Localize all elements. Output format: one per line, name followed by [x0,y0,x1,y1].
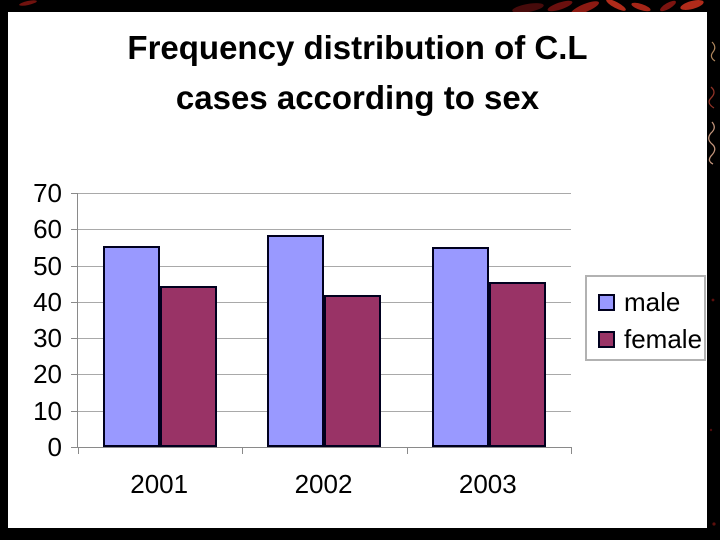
chart-title: Frequency distribution of C.L cases acco… [8,23,707,123]
y-tick-label-20: 20 [33,359,62,390]
y-tick-label-70: 70 [33,178,62,208]
x-axis-label-2002: 2002 [294,469,353,499]
bar-group-2003 [407,193,571,447]
y-tick-10 [71,410,78,412]
legend-label-female: female [624,324,703,354]
bar-female-2002 [324,294,382,447]
y-tick-50 [71,265,78,267]
x-tick-3 [571,447,572,454]
y-tick-label-30: 30 [33,323,62,354]
bar-male-2001 [103,245,161,447]
legend-swatch-male [598,293,615,311]
y-tick-30 [71,338,78,340]
legend-item-male: male [598,286,704,318]
bar-male-2003 [431,247,489,447]
x-axis-labels: 2001 2002 2003 [77,468,570,500]
background-art-top-strip [19,0,704,12]
y-tick-60 [71,229,78,231]
chart-title-line-1: Frequency distribution of C.L [127,29,588,66]
y-tick-0 [71,447,78,448]
x-tick-1 [242,447,244,454]
bar-female-2001 [160,285,218,447]
y-tick-70 [71,193,78,194]
x-axis-label-2003: 2003 [458,469,517,499]
legend-item-female: female [598,323,704,355]
gridline-50 [78,265,571,267]
x-axis-label-2001: 2001 [130,469,189,499]
y-tick-40 [71,301,78,303]
legend-swatch-female [598,330,615,348]
background-art-right-strip [708,41,716,526]
bar-group-2002 [242,193,406,447]
y-axis-labels: 0 10 20 30 40 50 60 70 [8,180,64,460]
bar-male-2002 [267,234,325,447]
y-tick-label-10: 10 [33,395,62,426]
bar-group-2001 [78,193,242,447]
x-tick-2 [406,447,408,454]
y-tick-label-60: 60 [33,214,62,245]
gridline-70 [78,193,571,194]
y-tick-label-40: 40 [33,286,62,317]
legend: male female [585,275,706,361]
y-tick-20 [71,374,78,376]
chart-title-line-2: cases according to sex [175,79,540,116]
plot-area [71,193,572,454]
legend-label-male: male [624,287,681,317]
y-tick-label-50: 50 [33,250,62,281]
x-tick-0 [78,447,79,454]
y-tick-label-0: 0 [47,432,62,462]
slide-canvas: Frequency distribution of C.L cases acco… [8,12,707,528]
bar-female-2003 [488,281,546,447]
gridline-60 [78,229,571,231]
